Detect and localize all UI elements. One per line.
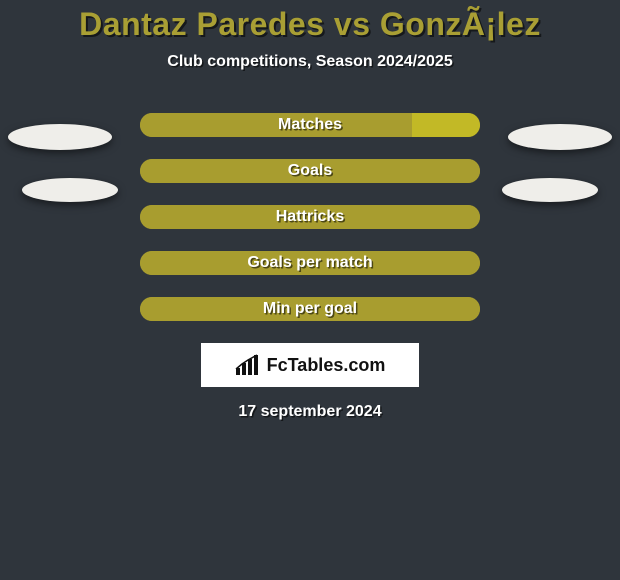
date-text: 17 september 2024	[0, 403, 620, 421]
stat-label: Goals per match	[140, 251, 480, 275]
stat-row: 00Hattricks	[0, 205, 620, 229]
stat-bar: Goals	[140, 159, 480, 183]
stat-label: Min per goal	[140, 297, 480, 321]
page-title: Dantaz Paredes vs GonzÃ¡lez	[0, 0, 620, 43]
stat-bar: Goals per match	[140, 251, 480, 275]
branding-badge: FcTables.com	[201, 343, 419, 387]
stat-bar: Min per goal	[140, 297, 480, 321]
branding-text: FcTables.com	[267, 355, 386, 376]
stat-row: 41Matches	[0, 113, 620, 137]
stat-label: Hattricks	[140, 205, 480, 229]
stat-row: Min per goal	[0, 297, 620, 321]
stat-bar: Matches	[140, 113, 480, 137]
bars-icon	[235, 354, 261, 376]
stat-row: Goals per match	[0, 251, 620, 275]
stat-label: Matches	[140, 113, 480, 137]
stat-row: 00Goals	[0, 159, 620, 183]
stat-label: Goals	[140, 159, 480, 183]
comparison-infographic: Dantaz Paredes vs GonzÃ¡lez Club competi…	[0, 0, 620, 580]
page-subtitle: Club competitions, Season 2024/2025	[0, 53, 620, 71]
stat-bar: Hattricks	[140, 205, 480, 229]
